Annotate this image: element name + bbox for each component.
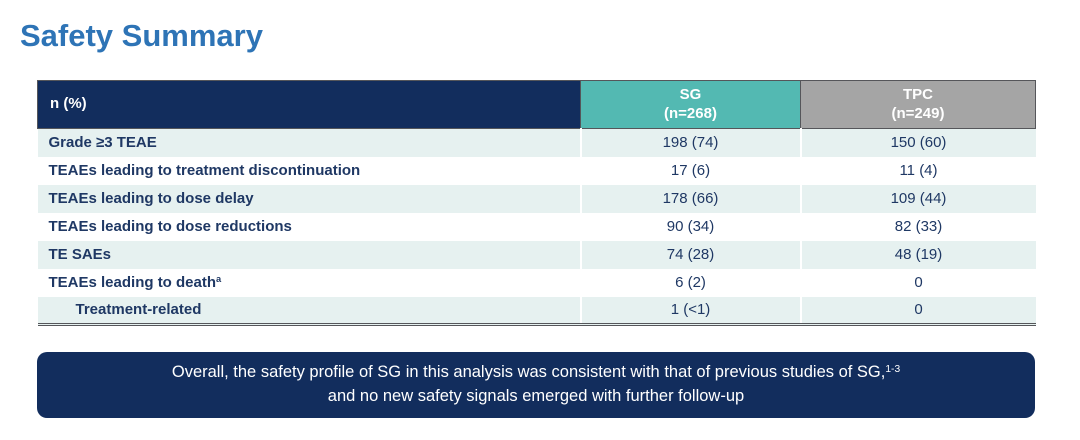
tpc-value: 82 (33) [799,212,1036,241]
row-label: TEAEs leading to deatha [37,268,581,297]
table-row: Treatment-related 1 (<1) 0 [37,296,1036,325]
tpc-value: 150 (60) [799,128,1036,157]
sg-value: 74 (28) [579,240,801,269]
tpc-value: 0 [799,296,1036,325]
tpc-value: 0 [799,268,1036,297]
tpc-arm-n: (n=249) [891,104,945,122]
tpc-value: 109 (44) [799,184,1036,213]
row-label: TEAEs leading to dose reductions [37,212,581,241]
tpc-arm-label: TPC [903,85,933,103]
safety-summary-table: n (%) SG (n=268) TPC (n=249) Grade ≥3 TE… [37,80,1036,326]
sg-value: 198 (74) [579,128,801,157]
page-title: Safety Summary [20,18,263,53]
sg-value: 1 (<1) [579,296,801,325]
row-label: TEAEs leading to dose delay [37,184,581,213]
row-label: Treatment-related [37,296,581,325]
sg-value: 90 (34) [579,212,801,241]
column-header-sg: SG (n=268) [580,80,801,129]
table-row: TEAEs leading to deatha 6 (2) 0 [37,268,1036,297]
sg-value: 17 (6) [579,156,801,185]
table-row: TEAEs leading to dose delay 178 (66) 109… [37,184,1036,213]
sg-value: 178 (66) [579,184,801,213]
reference-marker: 1-3 [885,363,901,375]
sg-arm-n: (n=268) [664,104,717,122]
table-row: TEAEs leading to treatment discontinuati… [37,156,1036,185]
sg-value: 6 (2) [579,268,801,297]
row-label: Grade ≥3 TEAE [37,128,581,157]
table-row: TEAEs leading to dose reductions 90 (34)… [37,212,1036,241]
column-header-tpc: TPC (n=249) [800,80,1036,129]
column-header-n-pct: n (%) [37,80,581,129]
row-label: TEAEs leading to treatment discontinuati… [37,156,581,185]
table-row: TE SAEs 74 (28) 48 (19) [37,240,1036,269]
tpc-value: 11 (4) [799,156,1036,185]
footnote-marker: a [216,274,222,285]
sg-arm-label: SG [679,85,702,103]
row-label: TE SAEs [37,240,581,269]
banner-line-2: and no new safety signals emerged with f… [327,387,745,405]
tpc-value: 48 (19) [799,240,1036,269]
banner-line-1: Overall, the safety profile of SG in thi… [171,363,901,382]
table-header: n (%) SG (n=268) TPC (n=249) [37,80,1036,129]
conclusion-banner: Overall, the safety profile of SG in thi… [37,352,1035,418]
table-row: Grade ≥3 TEAE 198 (74) 150 (60) [37,128,1036,157]
